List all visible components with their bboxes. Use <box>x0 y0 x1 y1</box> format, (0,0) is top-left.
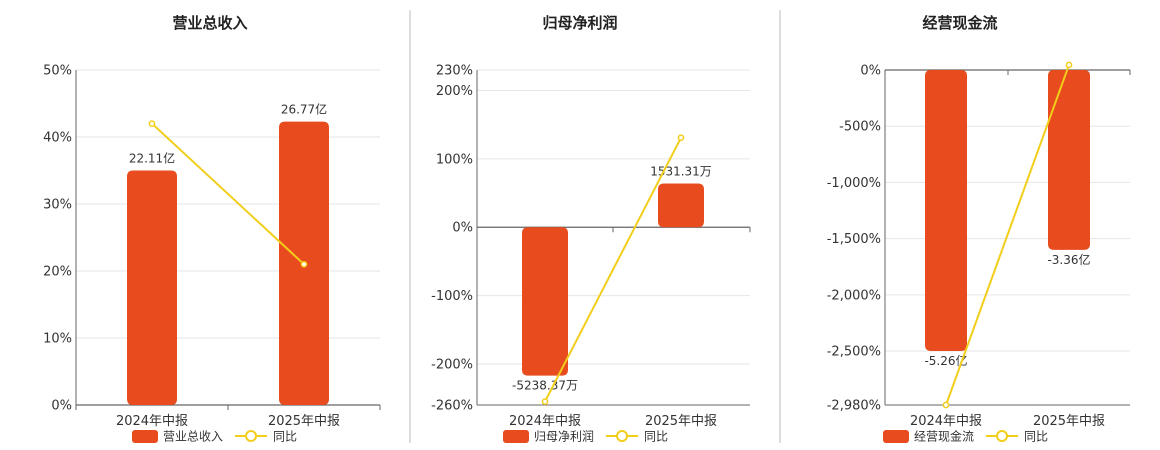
chart-3-category-label: 2025年中报 <box>1033 414 1105 429</box>
chart-2-category-label: 2024年中报 <box>509 414 581 429</box>
chart-1-bar <box>127 170 177 405</box>
chart-3-category-label: 2024年中报 <box>910 414 982 429</box>
chart-3-ytick-label: -1,000% <box>827 176 881 191</box>
chart-1-yoy-line <box>151 122 305 266</box>
chart-3-bar <box>1048 70 1090 250</box>
chart-1-legend-line-marker <box>245 430 257 442</box>
chart-2-ytick-label: -260% <box>431 399 473 414</box>
chart-1-yoy-point <box>148 120 156 127</box>
chart-2-ytick-label: -100% <box>431 289 473 304</box>
chart-1-data-label: 22.11亿 <box>129 151 175 166</box>
chart-1-category-label: 2024年中报 <box>116 414 188 429</box>
chart-2-ytick-label: 200% <box>436 84 473 99</box>
chart-3-ytick-label: 0% <box>860 64 881 79</box>
chart-2-data-label: 1531.31万 <box>650 164 712 178</box>
chart-3-ytick-label: -1,500% <box>827 232 881 247</box>
chart-1-legend-bar-label: 营业总收入 <box>163 430 223 444</box>
chart-1-yoy-point <box>300 260 308 268</box>
chart-2-bar <box>658 183 704 228</box>
chart-2-ytick-label: -200% <box>431 357 473 372</box>
chart-3-legend-line-label: 同比 <box>1024 430 1048 444</box>
chart-2-bar <box>522 227 568 376</box>
chart-2-title: 归母净利润 <box>542 14 617 32</box>
chart-2-yoy-point <box>677 134 685 142</box>
chart-1-category-label: 2025年中报 <box>268 414 340 429</box>
chart-3-ytick-label: -2,980% <box>827 399 881 414</box>
chart-1-legend-bar-swatch <box>132 430 158 443</box>
chart-2-legend-line-label: 同比 <box>644 430 668 444</box>
chart-3-ytick-label: -2,500% <box>827 345 881 360</box>
chart-2-legend-bar-label: 归母净利润 <box>534 430 594 444</box>
chart-2-yoy-line <box>544 137 682 403</box>
chart-2-data-label: -5238.37万 <box>512 379 578 393</box>
chart-1-ytick-label: 20% <box>43 265 72 280</box>
chart-3-yoy-point <box>942 401 950 409</box>
chart-1-ytick-label: 40% <box>43 131 72 146</box>
chart-2-category-label: 2025年中报 <box>645 414 717 429</box>
chart-3-data-label: -3.36亿 <box>1047 252 1090 267</box>
chart-1-ytick-label: 30% <box>43 198 72 213</box>
chart-1-legend-line-label: 同比 <box>273 430 297 444</box>
chart-3-data-label: -5.26亿 <box>924 353 967 368</box>
chart-2-yoy-point <box>541 398 549 405</box>
chart-3-ytick-label: -500% <box>839 120 881 135</box>
chart-1-title: 营业总收入 <box>172 14 247 32</box>
chart-3-bar <box>925 70 967 352</box>
chart-1-data-label: 26.77亿 <box>281 102 327 117</box>
chart-3-legend-bar-swatch <box>883 430 909 443</box>
chart-2-ytick-label: 230% <box>436 64 473 79</box>
chart-1-ytick-label: 10% <box>43 332 72 347</box>
chart-2-legend-line-marker <box>616 430 628 442</box>
chart-2-ytick-label: 0% <box>452 221 473 236</box>
chart-2-ytick-label: 100% <box>436 152 473 167</box>
chart-2-legend-bar-swatch <box>503 430 529 443</box>
chart-3-yoy-line <box>945 64 1070 406</box>
chart-1-ytick-label: 50% <box>43 64 72 79</box>
chart-3-ytick-label: -2,000% <box>827 288 881 303</box>
chart-3-legend-bar-label: 经营现金流 <box>914 429 974 444</box>
chart-1-ytick-label: 0% <box>51 399 72 414</box>
chart-3-yoy-point <box>1065 61 1073 69</box>
chart-3-legend-line-marker <box>996 430 1008 442</box>
chart-3-title: 经营现金流 <box>922 14 997 32</box>
